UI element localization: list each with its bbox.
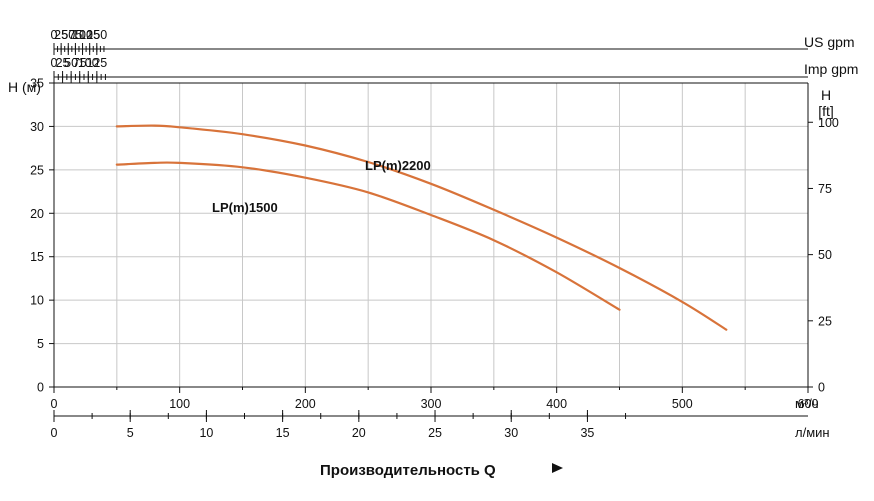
lmin-axis-tick-label: 0 [51, 426, 58, 440]
axes: 0510152025303502550751000255075100125150… [30, 28, 839, 440]
lmin-axis-tick-label: 20 [352, 426, 366, 440]
m3h-axis-tick-label: 300 [421, 397, 442, 411]
series-label-lp2200: LP(m)2200 [365, 158, 431, 173]
right-axis-tick-label: 0 [818, 381, 825, 395]
arrow-right-icon [552, 463, 563, 473]
m3h-axis-tick-label: 500 [672, 397, 693, 411]
right-axis-tick-label: 100 [818, 116, 839, 130]
m3h-axis-tick-label: 600 [798, 397, 819, 411]
series-curve-lp-m-2200 [115, 124, 728, 331]
lmin-axis-tick-label: 5 [127, 426, 134, 440]
imp-gpm-axis-tick-label: 75 [73, 56, 87, 70]
lmin-axis-tick-label: 30 [504, 426, 518, 440]
series-curve-lp-m-1500 [115, 161, 621, 311]
lmin-axis-tick-label: 25 [428, 426, 442, 440]
left-axis-title: H (м) [8, 79, 41, 95]
m3h-axis-tick-label: 0 [51, 397, 58, 411]
imp-gpm-axis-tick-label: 50 [64, 56, 78, 70]
lmin-axis-tick-label: 15 [276, 426, 290, 440]
curves [115, 124, 728, 331]
grid [54, 82, 808, 387]
lmin-axis-tick-label: 35 [580, 426, 594, 440]
us-gpm-axis-tick-label: 125 [79, 28, 100, 42]
series-label-lp1500: LP(m)1500 [212, 200, 278, 215]
right-axis-tick-label: 50 [818, 248, 832, 262]
right-axis-tick-label: 75 [818, 182, 832, 196]
imp-gpm-axis-tick-label: 25 [56, 56, 70, 70]
lmin-axis-tick-label: 10 [199, 426, 213, 440]
lmin-unit-label: л/мин [795, 425, 830, 440]
left-axis-tick-label: 35 [30, 77, 44, 91]
left-axis-tick-label: 5 [37, 337, 44, 351]
us-gpm-axis-tick-label: 50 [61, 28, 75, 42]
right-axis-tick-label: 25 [818, 314, 832, 328]
m3h-unit-label: м³/ч [795, 396, 819, 411]
left-axis-tick-label: 15 [30, 250, 44, 264]
left-axis-tick-label: 25 [30, 163, 44, 177]
left-axis-tick-label: 20 [30, 207, 44, 221]
x-axis-title: Производительность Q [320, 462, 496, 479]
us-gpm-axis-tick-label: 0 [51, 28, 58, 42]
us-gpm-axis-tick-label: 25 [54, 28, 68, 42]
imp-gpm-axis-tick-label: 125 [86, 56, 107, 70]
left-axis-tick-label: 10 [30, 294, 44, 308]
m3h-axis-tick-label: 200 [295, 397, 316, 411]
us-gpm-unit-label: US gpm [804, 34, 855, 50]
right-axis-title-line2: [ft] [818, 103, 834, 119]
right-axis-title-line1: H [821, 87, 831, 103]
imp-gpm-unit-label: Imp gpm [804, 61, 858, 77]
left-axis-tick-label: 30 [30, 120, 44, 134]
m3h-axis-tick-label: 100 [169, 397, 190, 411]
us-gpm-axis-tick-label: 150 [86, 28, 107, 42]
us-gpm-axis-tick-label: 75 [68, 28, 82, 42]
imp-gpm-axis-tick-label: 0 [51, 56, 58, 70]
m3h-axis-tick-label: 400 [546, 397, 567, 411]
us-gpm-axis-tick-label: 100 [72, 28, 93, 42]
imp-gpm-axis-tick-label: 100 [78, 56, 99, 70]
left-axis-tick-label: 0 [37, 381, 44, 395]
